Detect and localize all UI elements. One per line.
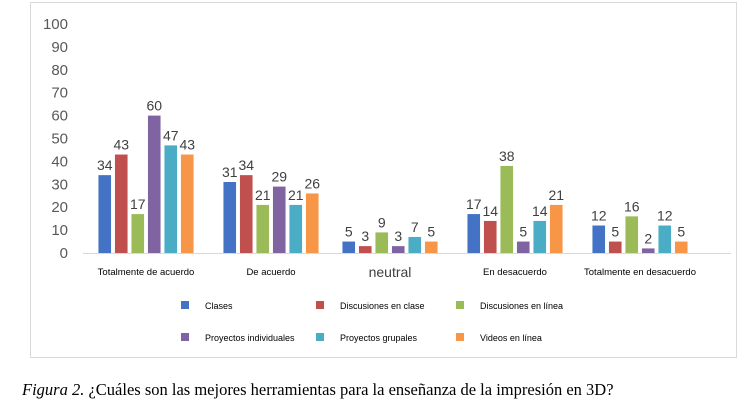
data-label: 29	[271, 169, 287, 185]
bar	[164, 145, 178, 253]
x-axis-categories: Totalmente de acuerdo De acuerdo neutral En…	[98, 264, 696, 280]
data-label: 34	[97, 157, 113, 173]
bar	[98, 175, 112, 253]
data-label: 31	[222, 164, 238, 180]
data-label: 14	[482, 203, 498, 219]
figure-label: Figura 2.	[22, 380, 85, 399]
data-label: 17	[130, 196, 146, 212]
bar	[239, 175, 253, 253]
bar	[272, 186, 286, 253]
data-label: 43	[179, 137, 195, 153]
bar	[658, 225, 672, 253]
bar	[500, 165, 514, 253]
y-tick-label: 100	[43, 16, 68, 33]
data-label: 12	[657, 208, 673, 224]
bars	[98, 115, 688, 253]
data-label: 17	[466, 196, 482, 212]
y-tick-label: 60	[51, 108, 68, 125]
bar	[305, 193, 319, 253]
bar	[408, 236, 422, 253]
bar	[516, 241, 530, 253]
bar	[424, 241, 438, 253]
data-label: 5	[345, 224, 353, 240]
legend-swatch	[456, 333, 464, 341]
x-category-label: Totalmente de acuerdo	[98, 267, 195, 278]
bar	[608, 241, 622, 253]
legend-swatch	[316, 333, 324, 341]
legend-label: Discusiones en clase	[340, 301, 425, 311]
y-axis: 0 10 20 30 40 50 60 70 80 90 100	[43, 16, 731, 262]
data-label: 34	[238, 157, 254, 173]
data-label: 3	[394, 228, 402, 244]
legend-label: Clases	[205, 301, 233, 311]
data-label: 60	[146, 98, 162, 114]
data-label: 2	[644, 230, 652, 246]
legend-swatch	[456, 301, 464, 309]
bar	[674, 241, 688, 253]
bar	[641, 248, 655, 253]
data-label: 47	[163, 127, 179, 143]
caption-text: ¿Cuáles son las mejores herramientas par…	[84, 380, 614, 399]
data-label: 26	[304, 175, 320, 191]
bar	[467, 214, 481, 253]
data-label: 5	[427, 224, 435, 240]
bar	[289, 204, 303, 253]
bar	[375, 232, 389, 253]
bar	[358, 246, 372, 253]
data-label: 21	[255, 187, 271, 203]
legend-label: Proyectos individuales	[205, 333, 295, 343]
y-tick-label: 90	[51, 39, 68, 56]
x-category-label: Totalmente en desacuerdo	[584, 267, 696, 278]
bar	[391, 246, 405, 253]
legend-label: Videos en línea	[480, 333, 542, 343]
data-label: 16	[624, 198, 640, 214]
bar	[131, 214, 145, 253]
bar	[592, 225, 606, 253]
data-label: 5	[611, 224, 619, 240]
data-label: 5	[677, 224, 685, 240]
data-label: 14	[532, 203, 548, 219]
x-category-label: neutral	[369, 264, 412, 280]
bar	[533, 220, 547, 253]
data-label: 21	[548, 187, 564, 203]
legend-swatch	[181, 301, 189, 309]
data-label: 12	[591, 208, 607, 224]
legend-label: Discusiones en línea	[480, 301, 563, 311]
legend-label: Proyectos grupales	[340, 333, 418, 343]
data-label: 3	[361, 228, 369, 244]
data-label: 21	[288, 187, 304, 203]
y-tick-label: 40	[51, 153, 68, 170]
bar	[223, 182, 237, 253]
y-tick-label: 0	[60, 245, 68, 262]
figure-caption: Figura 2. ¿Cuáles son las mejores herram…	[22, 380, 742, 400]
y-tick-label: 80	[51, 62, 68, 79]
data-label: 38	[499, 148, 515, 164]
y-tick-label: 50	[51, 131, 68, 148]
bar	[483, 220, 497, 253]
legend-swatch	[316, 301, 324, 309]
data-label: 5	[519, 224, 527, 240]
bar	[342, 241, 356, 253]
bar	[114, 154, 128, 253]
bar	[147, 115, 161, 253]
legend: Clases Discusiones en clase Discusiones en…	[181, 301, 563, 343]
bar	[180, 154, 194, 253]
bar	[625, 216, 639, 253]
legend-swatch	[181, 333, 189, 341]
y-tick-label: 20	[51, 199, 68, 216]
data-label: 43	[113, 137, 129, 153]
bar	[256, 204, 270, 253]
bar	[549, 204, 563, 253]
chart-frame: 0 10 20 30 40 50 60 70 80 90 100 34 43 17 60 47 43 31 34 2…	[30, 2, 737, 358]
y-tick-label: 30	[51, 176, 68, 193]
data-label: 7	[411, 219, 419, 235]
data-label: 9	[378, 214, 386, 230]
x-category-label: De acuerdo	[246, 267, 295, 278]
y-tick-label: 70	[51, 85, 68, 102]
x-category-label: En desacuerdo	[483, 267, 547, 278]
y-tick-label: 10	[51, 222, 68, 239]
